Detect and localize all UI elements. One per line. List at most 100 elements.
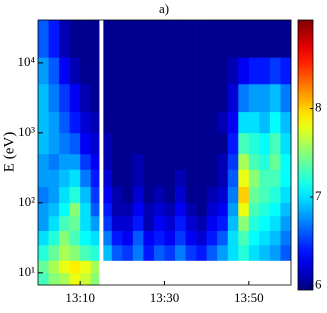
cell bbox=[143, 132, 155, 155]
cell bbox=[103, 132, 113, 155]
cell bbox=[132, 202, 144, 217]
cell bbox=[132, 244, 144, 261]
cell bbox=[59, 202, 70, 217]
cell bbox=[90, 83, 100, 113]
cell bbox=[248, 20, 260, 58]
cell bbox=[153, 244, 165, 261]
x-tick-label: 13:50 bbox=[234, 290, 264, 305]
cell bbox=[122, 83, 134, 113]
cell bbox=[248, 202, 260, 217]
cell bbox=[185, 57, 197, 85]
cell bbox=[153, 132, 165, 155]
cell bbox=[196, 230, 207, 246]
cell bbox=[164, 83, 176, 113]
cell bbox=[48, 260, 60, 274]
cell bbox=[238, 153, 250, 170]
cell bbox=[69, 57, 81, 85]
cell bbox=[48, 230, 60, 246]
cell bbox=[48, 57, 60, 85]
cell bbox=[48, 83, 60, 113]
cell bbox=[143, 215, 155, 231]
cell bbox=[206, 186, 218, 204]
cell bbox=[185, 20, 197, 58]
cell bbox=[111, 20, 123, 58]
cell bbox=[59, 57, 70, 85]
cell bbox=[153, 169, 165, 188]
cell bbox=[206, 20, 218, 58]
cell bbox=[206, 169, 218, 188]
cell bbox=[153, 153, 165, 170]
cell bbox=[238, 186, 250, 204]
cell bbox=[69, 186, 81, 204]
cell bbox=[175, 153, 186, 170]
cell bbox=[132, 132, 144, 155]
cell bbox=[48, 202, 60, 217]
cell bbox=[69, 230, 81, 246]
cell bbox=[153, 186, 165, 204]
cell bbox=[269, 244, 281, 261]
cell bbox=[122, 111, 134, 134]
cell bbox=[103, 202, 113, 217]
cell bbox=[59, 272, 70, 286]
cell bbox=[143, 186, 155, 204]
cell bbox=[269, 186, 281, 204]
cell bbox=[80, 132, 92, 155]
cell bbox=[175, 215, 186, 231]
cell bbox=[103, 57, 113, 85]
cell bbox=[206, 132, 218, 155]
cell bbox=[164, 215, 176, 231]
cell bbox=[227, 169, 239, 188]
cell bbox=[132, 83, 144, 113]
cell bbox=[259, 153, 271, 170]
cell bbox=[238, 230, 250, 246]
cell bbox=[122, 202, 134, 217]
cell bbox=[269, 169, 281, 188]
cell bbox=[196, 169, 207, 188]
cell bbox=[59, 20, 70, 58]
cell bbox=[59, 153, 70, 170]
cell bbox=[259, 230, 271, 246]
cell bbox=[259, 244, 271, 261]
cell bbox=[80, 272, 92, 286]
cell bbox=[164, 244, 176, 261]
y-tick-label: 10⁴ bbox=[17, 54, 35, 69]
cell bbox=[175, 186, 186, 204]
cell bbox=[269, 230, 281, 246]
cell bbox=[185, 215, 197, 231]
cell bbox=[48, 111, 60, 134]
cell bbox=[143, 111, 155, 134]
cell bbox=[90, 244, 100, 261]
colorbar-tick-label: 7 bbox=[315, 188, 322, 203]
cell bbox=[122, 215, 134, 231]
cell bbox=[185, 230, 197, 246]
cell bbox=[217, 111, 229, 134]
cell bbox=[238, 111, 250, 134]
cell bbox=[185, 169, 197, 188]
cell bbox=[103, 20, 113, 58]
cell bbox=[59, 260, 70, 274]
cell bbox=[48, 244, 60, 261]
cell bbox=[206, 83, 218, 113]
cell bbox=[280, 57, 292, 85]
cell bbox=[80, 169, 92, 188]
cell bbox=[175, 244, 186, 261]
cell bbox=[111, 215, 123, 231]
cell bbox=[269, 83, 281, 113]
cell bbox=[175, 83, 186, 113]
cell bbox=[38, 272, 49, 286]
cell bbox=[38, 186, 49, 204]
cell bbox=[280, 83, 292, 113]
cell bbox=[259, 111, 271, 134]
cell bbox=[38, 57, 49, 85]
cell bbox=[175, 132, 186, 155]
cell bbox=[90, 169, 100, 188]
cell bbox=[69, 272, 81, 286]
cell bbox=[248, 215, 260, 231]
cell bbox=[143, 57, 155, 85]
cell bbox=[280, 186, 292, 204]
cell bbox=[217, 132, 229, 155]
cell bbox=[164, 132, 176, 155]
cell bbox=[280, 230, 292, 246]
cell bbox=[196, 244, 207, 261]
y-tick-label: 10² bbox=[18, 194, 35, 209]
